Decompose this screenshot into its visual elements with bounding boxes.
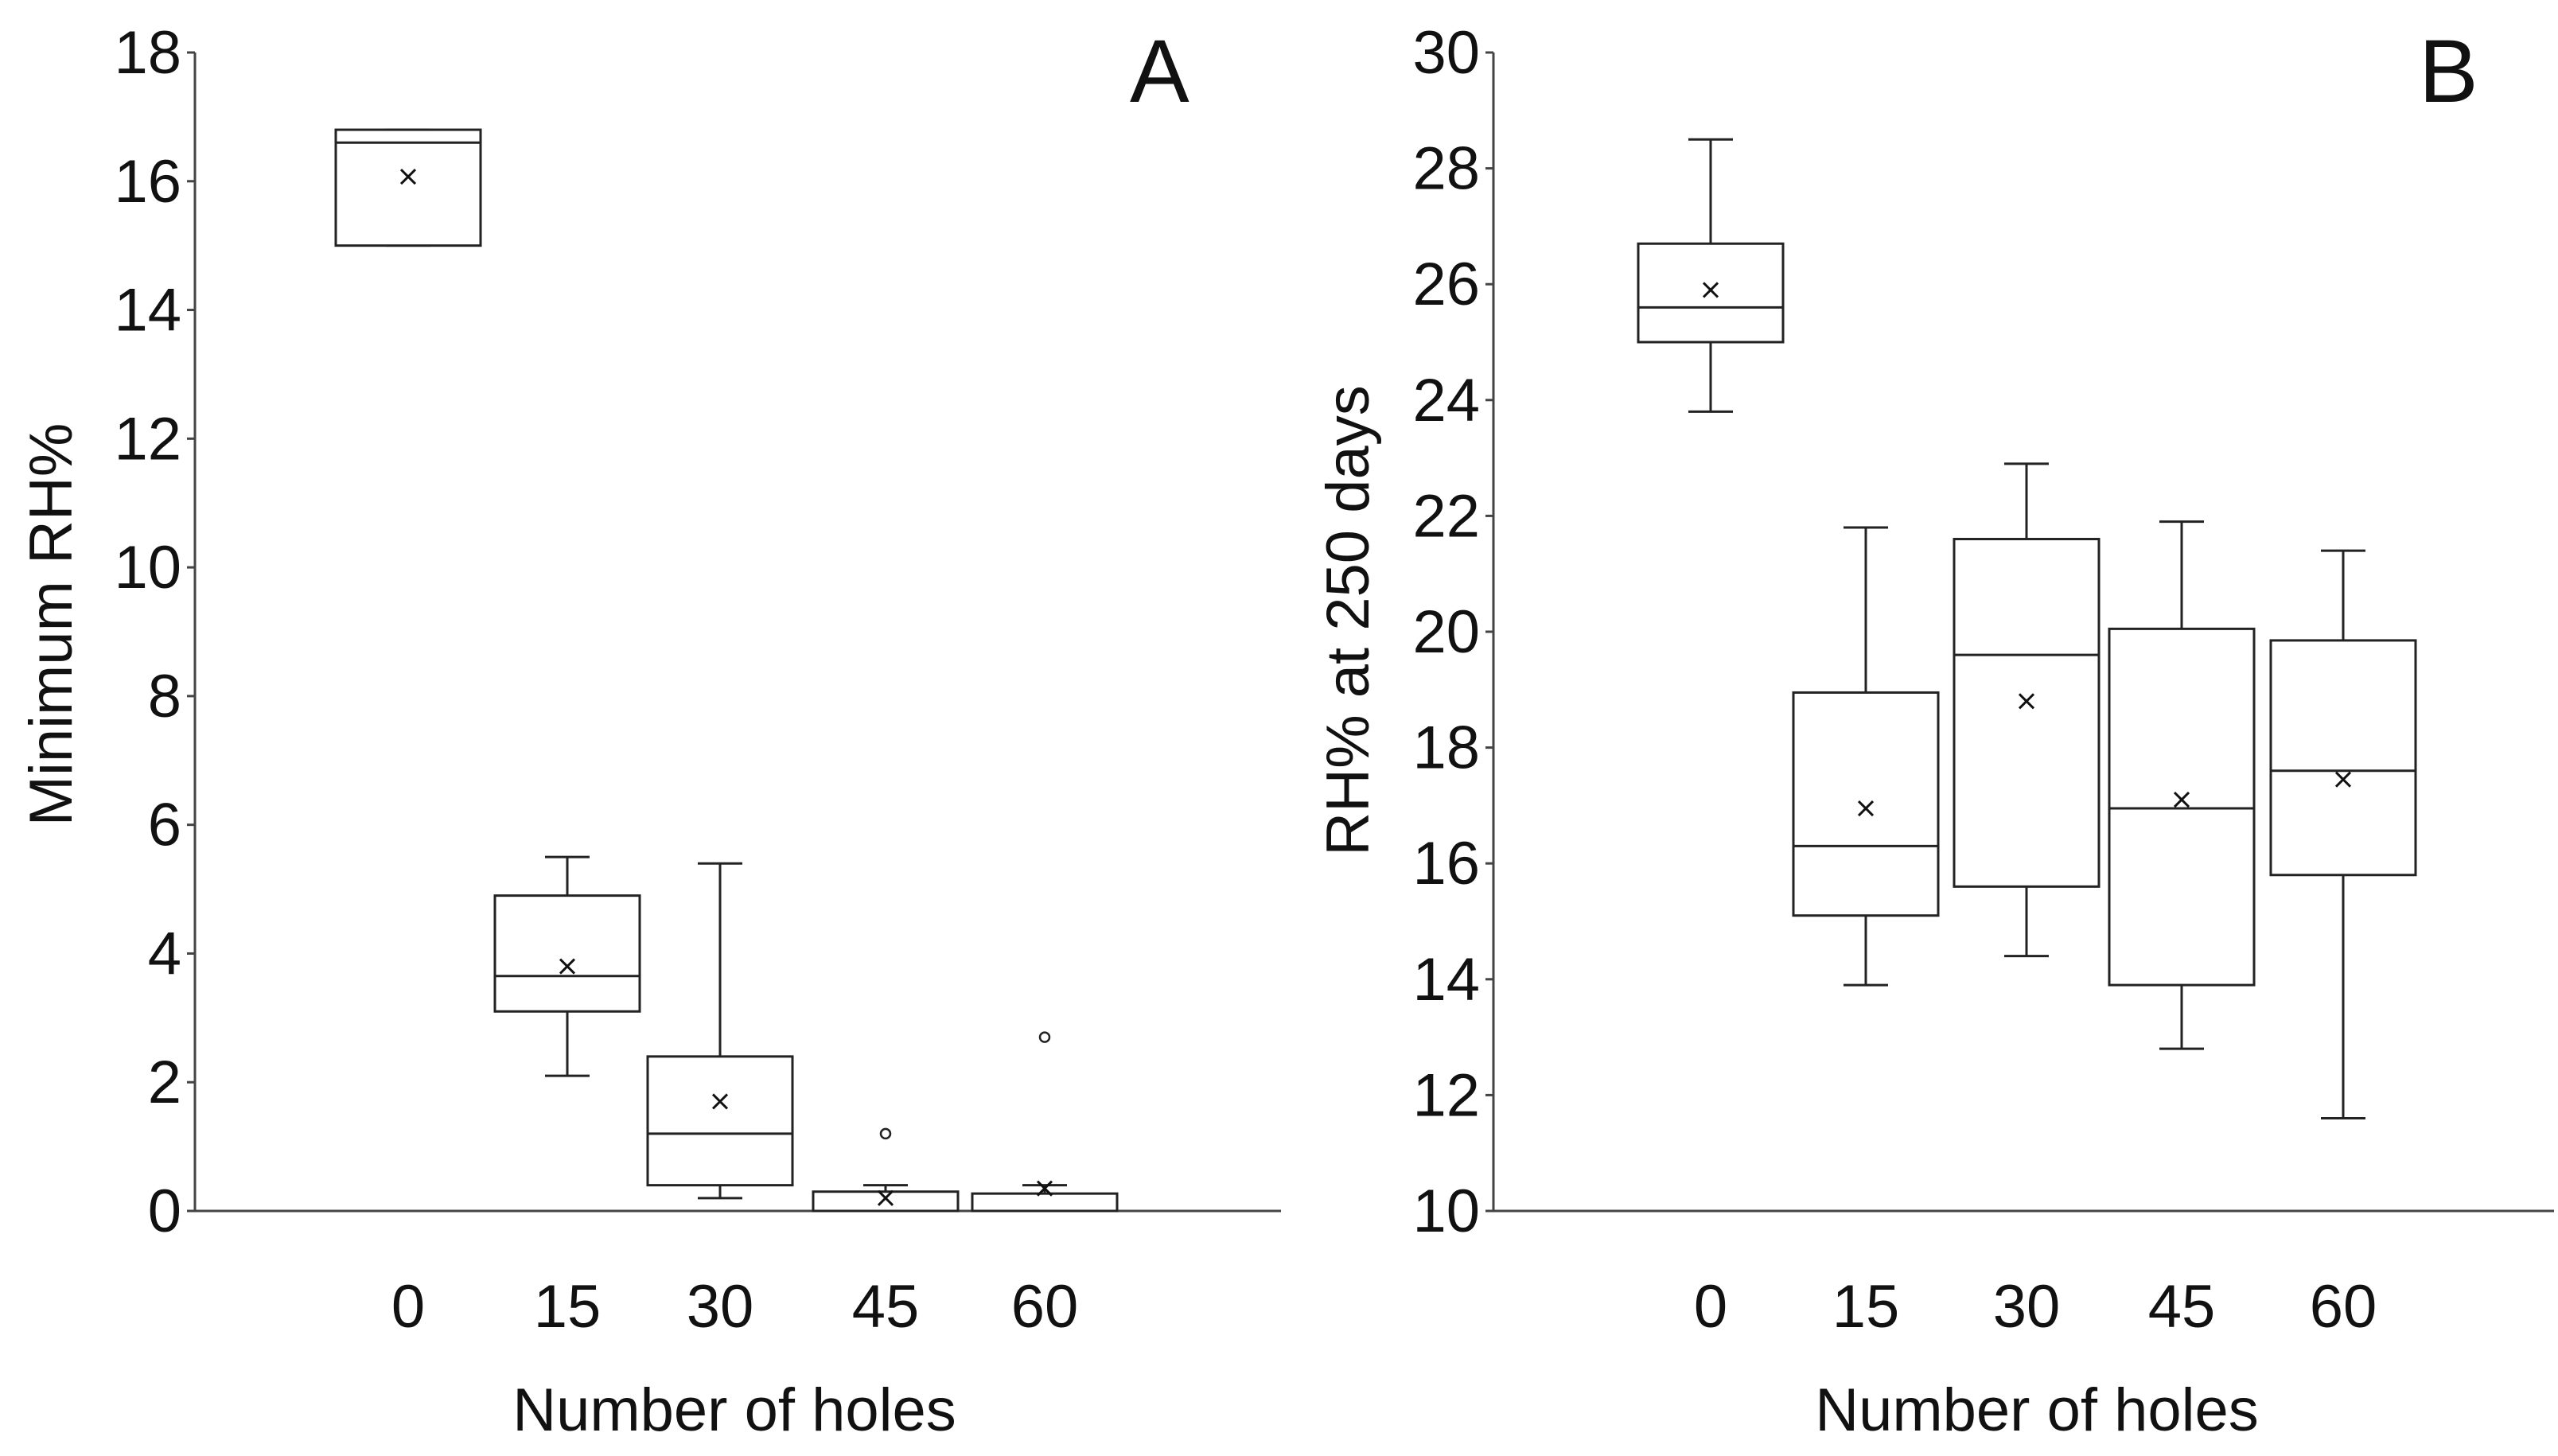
panel-a-y-tick-label: 6 [148, 792, 181, 859]
panel-a-box-rect [334, 128, 482, 247]
panel-a-outlier-point [879, 1127, 892, 1140]
panel-a-box-rect [971, 1192, 1119, 1213]
panel-b-x-tick-label: 60 [2310, 1273, 2377, 1341]
panel-b-y-tick-label: 14 [1412, 946, 1480, 1014]
panel-b-plot-area: 10 12 14 16 18 20 22 24 26 28 30 0 15 30 45 60 [1412, 19, 2554, 1341]
panel-b: 10 12 14 16 18 20 22 24 26 28 30 0 15 30 45 60 B Number… [1314, 19, 2554, 1444]
panel-a-x-tick-label: 15 [534, 1273, 602, 1341]
panel-a-outlier-point [1038, 1031, 1051, 1043]
panel-b-box-15 [1792, 526, 1940, 987]
panel-b-x-tick-label: 30 [1993, 1273, 2061, 1341]
panel-b-x-tick-label: 0 [1694, 1273, 1727, 1341]
panel-a-y-tick-label: 14 [114, 277, 181, 345]
panel-a-mean-marker [399, 169, 417, 185]
panel-b-y-tick-label: 22 [1412, 482, 1480, 550]
panel-a-x-tick-label: 45 [852, 1273, 920, 1341]
panel-b-mean-marker [2334, 771, 2352, 788]
panel-b-y-tick-label: 20 [1412, 598, 1480, 666]
panel-a-box-60 [971, 1031, 1119, 1213]
panel-a-box-0 [334, 128, 482, 247]
panel-a-y-tick-label: 16 [114, 148, 181, 216]
panel-a-mean-marker [559, 958, 576, 975]
panel-a-y-tick-label: 0 [148, 1178, 181, 1245]
panel-a-box-rect [493, 894, 641, 1013]
panel-a-mean-marker [711, 1093, 729, 1110]
panel-b-x-axis-title: Number of holes [1815, 1376, 2259, 1444]
panel-b-y-tick-label: 16 [1412, 830, 1480, 897]
panel-a-y-tick-label: 18 [114, 19, 181, 87]
panel-b-mean-marker [1702, 282, 1719, 298]
panel-b-box-45 [2108, 520, 2256, 1050]
panel-b-y-tick-label: 18 [1412, 714, 1480, 782]
panel-b-mean-marker [1857, 800, 1875, 817]
panel-b-y-tick-label: 30 [1412, 19, 1480, 87]
panel-a-y-axis-title: Minimum RH% [18, 423, 85, 827]
panel-b-box-rect [1792, 691, 1940, 917]
panel-a-x-tick-label: 60 [1011, 1273, 1079, 1341]
panel-a-box-rect [812, 1190, 960, 1213]
panel-b-y-tick-label: 12 [1412, 1061, 1480, 1129]
panel-b-mean-marker [2173, 792, 2190, 808]
panel-b-box-rect [1637, 242, 1785, 344]
panel-b-box-rect [1953, 538, 2101, 888]
panel-a-y-tick-label: 2 [148, 1049, 181, 1116]
panel-b-x-tick-label: 45 [2148, 1273, 2216, 1341]
panel-a-mean-marker [1036, 1180, 1053, 1197]
panel-a-y-tick-label: 4 [148, 920, 181, 987]
panel-a: 0 2 4 6 8 10 12 14 16 18 0 15 30 45 60 A Number of hol… [18, 19, 1281, 1444]
panel-a-x-tick-label: 30 [687, 1273, 754, 1341]
panel-b-y-tick-label: 26 [1412, 251, 1480, 318]
panel-b-box-60 [2269, 549, 2417, 1120]
panel-a-letter: A [1130, 21, 1189, 121]
panel-a-y-tick-label: 12 [114, 405, 181, 473]
panel-a-y-tick-label: 10 [114, 534, 181, 601]
panel-b-y-axis-title: RH% at 250 days [1314, 385, 1382, 855]
panel-a-x-tick-label: 0 [391, 1273, 425, 1341]
panel-a-box-45 [812, 1127, 960, 1213]
panel-a-box-rect [646, 1055, 794, 1187]
panel-b-y-tick-label: 28 [1412, 135, 1480, 203]
panel-a-y-tick-label: 8 [148, 663, 181, 730]
panel-b-box-rect [2269, 639, 2417, 877]
panel-b-box-0 [1637, 138, 1785, 413]
panel-b-y-tick-label: 10 [1412, 1178, 1480, 1245]
panel-b-x-tick-label: 15 [1832, 1273, 1900, 1341]
panel-a-mean-marker [877, 1189, 894, 1206]
panel-a-plot-area: 0 2 4 6 8 10 12 14 16 18 0 15 30 45 60 [114, 19, 1281, 1341]
panel-b-letter: B [2419, 21, 2478, 121]
panel-a-box-30 [646, 862, 794, 1200]
panel-b-box-30 [1953, 462, 2101, 958]
panel-b-y-tick-label: 24 [1412, 367, 1480, 434]
panel-b-mean-marker [2018, 693, 2035, 710]
panel-a-box-15 [493, 855, 641, 1077]
panel-b-box-rect [2108, 627, 2256, 987]
panel-a-x-axis-title: Number of holes [512, 1376, 956, 1444]
